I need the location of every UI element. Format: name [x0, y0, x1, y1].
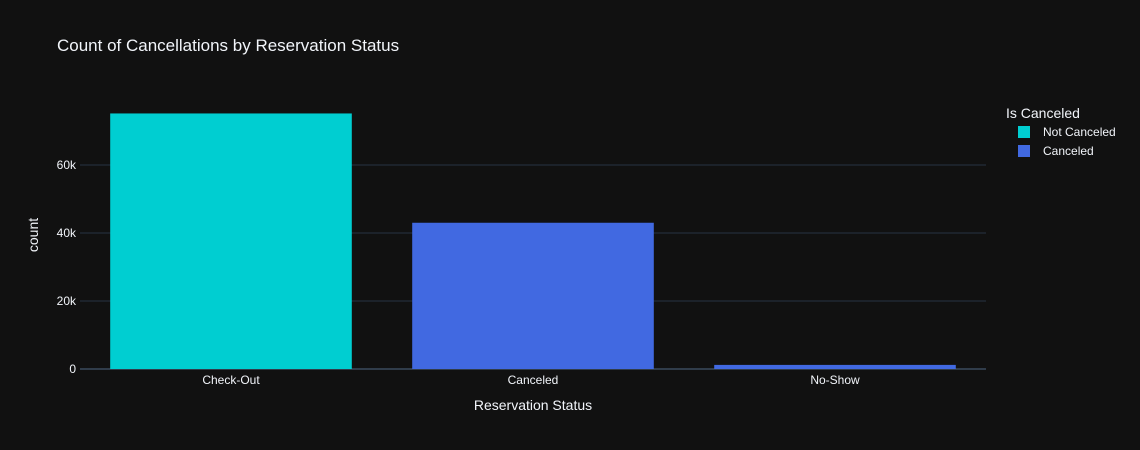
bar[interactable]	[714, 364, 956, 369]
legend-swatch[interactable]	[1018, 145, 1030, 157]
y-axis-ticks: 0 20k 40k 60k	[57, 158, 77, 376]
x-axis-title: Reservation Status	[474, 397, 592, 413]
x-axis-ticks: Check-Out Canceled No-Show	[202, 373, 860, 387]
x-tick-label: Check-Out	[202, 373, 260, 387]
legend: Is Canceled Not Canceled Canceled	[1006, 105, 1116, 158]
bars	[110, 113, 956, 370]
legend-swatch[interactable]	[1018, 126, 1030, 138]
y-tick-label: 0	[69, 362, 76, 376]
y-tick-label: 20k	[57, 294, 77, 308]
y-tick-label: 60k	[57, 158, 77, 172]
bar[interactable]	[110, 113, 352, 370]
x-tick-label: No-Show	[810, 373, 860, 387]
chart-title: Count of Cancellations by Reservation St…	[57, 36, 399, 55]
legend-label[interactable]: Canceled	[1043, 144, 1094, 158]
legend-title: Is Canceled	[1006, 105, 1080, 121]
legend-label[interactable]: Not Canceled	[1043, 125, 1116, 139]
x-tick-label: Canceled	[508, 373, 559, 387]
y-axis-title: count	[25, 218, 41, 252]
y-tick-label: 40k	[57, 226, 77, 240]
bar[interactable]	[412, 222, 654, 369]
